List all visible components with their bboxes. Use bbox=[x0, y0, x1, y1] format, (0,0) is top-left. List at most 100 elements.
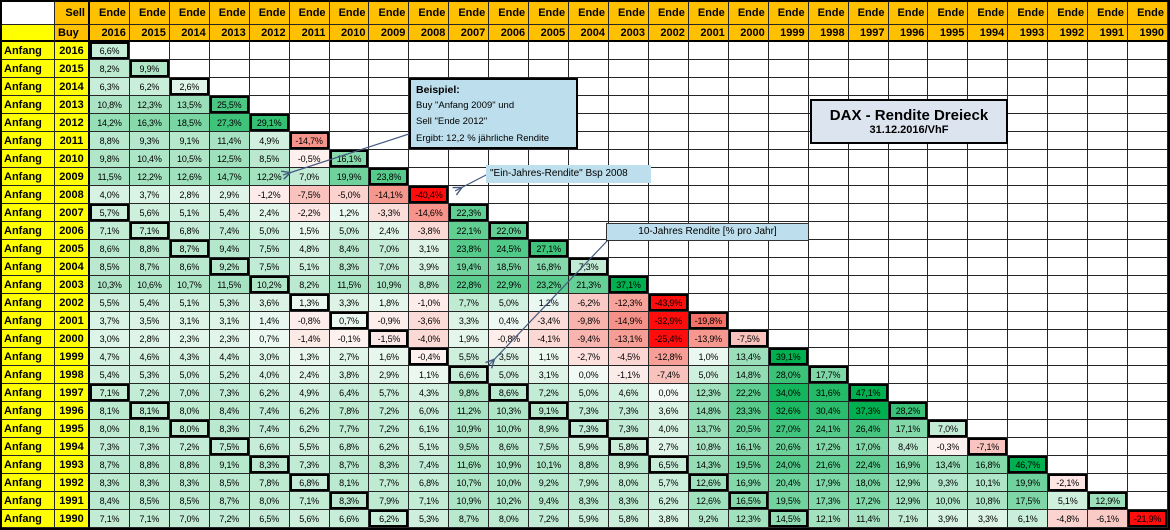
empty-cell[interactable] bbox=[768, 132, 809, 150]
return-cell-1997-2006[interactable]: 8,6% bbox=[489, 384, 530, 402]
return-cell-1997-1997[interactable]: 47,1% bbox=[848, 384, 889, 402]
empty-cell[interactable] bbox=[968, 168, 1009, 186]
row-label-anfang-1991[interactable]: Anfang bbox=[2, 492, 55, 510]
return-cell-2007-2015[interactable]: 5,6% bbox=[129, 204, 170, 222]
return-cell-2010-2013[interactable]: 12,5% bbox=[209, 150, 250, 168]
row-label-anfang-1998[interactable]: Anfang bbox=[2, 366, 55, 384]
return-cell-2000-2008[interactable]: -4,0% bbox=[409, 330, 450, 348]
col-header-year-2002[interactable]: 2002 bbox=[648, 25, 689, 42]
return-cell-1997-2001[interactable]: 12,3% bbox=[688, 384, 729, 402]
empty-cell[interactable] bbox=[1048, 420, 1089, 438]
return-cell-2010-2016[interactable]: 9,8% bbox=[90, 150, 130, 168]
return-cell-1996-2005[interactable]: 9,1% bbox=[529, 402, 570, 420]
return-cell-1991-2001[interactable]: 12,6% bbox=[688, 492, 729, 510]
return-cell-1992-1996[interactable]: 12,9% bbox=[888, 474, 929, 492]
return-cell-1995-2015[interactable]: 8,1% bbox=[129, 420, 170, 438]
empty-cell[interactable] bbox=[728, 240, 769, 258]
return-cell-1991-2012[interactable]: 8,0% bbox=[249, 492, 290, 510]
empty-cell[interactable] bbox=[808, 258, 849, 276]
return-cell-1999-2016[interactable]: 4,7% bbox=[90, 348, 130, 366]
return-cell-2007-2009[interactable]: -3,3% bbox=[369, 204, 410, 222]
return-cell-1992-2010[interactable]: 8,1% bbox=[329, 474, 370, 492]
return-cell-1992-1994[interactable]: 10,1% bbox=[968, 474, 1009, 492]
return-cell-2002-2007[interactable]: 7,7% bbox=[449, 294, 490, 312]
col-header-year-2012[interactable]: 2012 bbox=[249, 25, 290, 42]
empty-cell[interactable] bbox=[968, 258, 1009, 276]
return-cell-1992-2006[interactable]: 10,0% bbox=[489, 474, 530, 492]
empty-cell[interactable] bbox=[289, 60, 330, 78]
empty-cell[interactable] bbox=[1128, 420, 1168, 438]
empty-cell[interactable] bbox=[848, 258, 889, 276]
return-cell-1994-2013[interactable]: 7,5% bbox=[209, 438, 250, 456]
return-cell-2002-2006[interactable]: 5,0% bbox=[489, 294, 530, 312]
empty-cell[interactable] bbox=[1008, 438, 1049, 456]
col-header-ende-2001[interactable]: Ende bbox=[688, 2, 729, 25]
row-label-anfang-2011[interactable]: Anfang bbox=[2, 132, 55, 150]
empty-cell[interactable] bbox=[648, 168, 689, 186]
return-cell-1992-2007[interactable]: 10,7% bbox=[449, 474, 490, 492]
empty-cell[interactable] bbox=[808, 276, 849, 294]
return-cell-1993-2011[interactable]: 7,3% bbox=[289, 456, 330, 474]
col-header-year-2007[interactable]: 2007 bbox=[449, 25, 490, 42]
empty-cell[interactable] bbox=[529, 204, 570, 222]
row-label-anfang-2009[interactable]: Anfang bbox=[2, 168, 55, 186]
return-cell-1991-2010[interactable]: 8,3% bbox=[329, 492, 370, 510]
return-cell-2003-2006[interactable]: 22,9% bbox=[489, 276, 530, 294]
row-label-anfang-1999[interactable]: Anfang bbox=[2, 348, 55, 366]
return-cell-2014-2014[interactable]: 2,6% bbox=[169, 78, 210, 96]
return-cell-2013-2013[interactable]: 25,5% bbox=[209, 96, 250, 114]
return-cell-1991-2003[interactable]: 8,3% bbox=[609, 492, 649, 510]
return-cell-1995-1997[interactable]: 26,4% bbox=[848, 420, 889, 438]
return-cell-1990-1999[interactable]: 14,5% bbox=[768, 510, 809, 528]
empty-cell[interactable] bbox=[1128, 168, 1168, 186]
return-cell-1992-1999[interactable]: 20,4% bbox=[768, 474, 809, 492]
row-label-year-1998[interactable]: 1998 bbox=[55, 366, 90, 384]
return-cell-1997-2008[interactable]: 4,3% bbox=[409, 384, 450, 402]
corner-cell-2[interactable] bbox=[2, 25, 55, 42]
empty-cell[interactable] bbox=[329, 96, 370, 114]
return-cell-2009-2013[interactable]: 14,7% bbox=[209, 168, 250, 186]
return-cell-2007-2014[interactable]: 5,1% bbox=[169, 204, 210, 222]
empty-cell[interactable] bbox=[1008, 366, 1049, 384]
return-cell-1995-2004[interactable]: 7,3% bbox=[569, 420, 610, 438]
return-cell-2004-2015[interactable]: 8,7% bbox=[129, 258, 170, 276]
return-cell-1990-2004[interactable]: 5,9% bbox=[569, 510, 610, 528]
empty-cell[interactable] bbox=[249, 96, 290, 114]
empty-cell[interactable] bbox=[569, 114, 610, 132]
return-cell-1993-2004[interactable]: 8,8% bbox=[569, 456, 610, 474]
empty-cell[interactable] bbox=[1128, 294, 1168, 312]
empty-cell[interactable] bbox=[848, 276, 889, 294]
return-cell-1990-1997[interactable]: 11,4% bbox=[848, 510, 889, 528]
empty-cell[interactable] bbox=[249, 60, 290, 78]
return-cell-1998-2001[interactable]: 5,0% bbox=[688, 366, 729, 384]
return-cell-2001-2004[interactable]: -9,8% bbox=[569, 312, 610, 330]
empty-cell[interactable] bbox=[688, 78, 729, 96]
return-cell-1998-2002[interactable]: -7,4% bbox=[648, 366, 689, 384]
return-cell-2006-2014[interactable]: 6,8% bbox=[169, 222, 210, 240]
return-cell-1991-2016[interactable]: 8,4% bbox=[90, 492, 130, 510]
empty-cell[interactable] bbox=[688, 132, 729, 150]
empty-cell[interactable] bbox=[1008, 204, 1049, 222]
row-label-anfang-2003[interactable]: Anfang bbox=[2, 276, 55, 294]
return-cell-1999-2015[interactable]: 4,6% bbox=[129, 348, 170, 366]
empty-cell[interactable] bbox=[1048, 366, 1089, 384]
col-header-year-2008[interactable]: 2008 bbox=[409, 25, 450, 42]
return-cell-1994-1998[interactable]: 17,2% bbox=[808, 438, 849, 456]
empty-cell[interactable] bbox=[1008, 294, 1049, 312]
return-cell-2010-2014[interactable]: 10,5% bbox=[169, 150, 210, 168]
return-cell-2006-2006[interactable]: 22,0% bbox=[489, 222, 530, 240]
return-cell-1992-2009[interactable]: 7,7% bbox=[369, 474, 410, 492]
empty-cell[interactable] bbox=[489, 60, 530, 78]
return-cell-2002-2004[interactable]: -6,2% bbox=[569, 294, 610, 312]
return-cell-1992-2004[interactable]: 7,9% bbox=[569, 474, 610, 492]
empty-cell[interactable] bbox=[888, 222, 929, 240]
empty-cell[interactable] bbox=[1128, 348, 1168, 366]
return-cell-1997-2011[interactable]: 4,9% bbox=[289, 384, 330, 402]
empty-cell[interactable] bbox=[968, 276, 1009, 294]
return-cell-2003-2012[interactable]: 10,2% bbox=[249, 276, 290, 294]
return-cell-1992-2015[interactable]: 8,3% bbox=[129, 474, 170, 492]
empty-cell[interactable] bbox=[928, 330, 969, 348]
return-cell-1997-2010[interactable]: 6,4% bbox=[329, 384, 370, 402]
empty-cell[interactable] bbox=[369, 150, 410, 168]
empty-cell[interactable] bbox=[569, 204, 610, 222]
